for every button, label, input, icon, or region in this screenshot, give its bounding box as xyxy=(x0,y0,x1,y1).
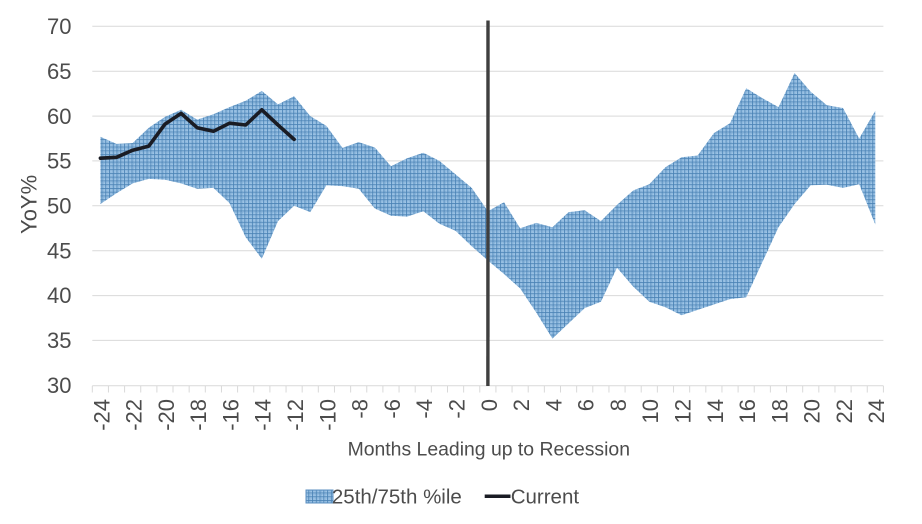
svg-text:6: 6 xyxy=(574,399,599,411)
svg-text:-20: -20 xyxy=(154,399,179,431)
svg-text:-8: -8 xyxy=(348,399,373,419)
svg-text:50: 50 xyxy=(47,194,71,219)
svg-text:YoY%: YoY% xyxy=(16,175,41,234)
svg-text:18: 18 xyxy=(767,399,792,423)
svg-text:10: 10 xyxy=(638,399,663,423)
svg-text:-6: -6 xyxy=(380,399,405,419)
svg-text:16: 16 xyxy=(735,399,760,423)
svg-text:12: 12 xyxy=(671,399,696,423)
svg-text:4: 4 xyxy=(541,399,566,411)
svg-text:8: 8 xyxy=(606,399,631,411)
svg-text:Months Leading up to Recession: Months Leading up to Recession xyxy=(348,439,630,461)
svg-text:40: 40 xyxy=(47,283,71,308)
svg-text:-14: -14 xyxy=(251,399,276,431)
svg-text:-16: -16 xyxy=(218,399,243,431)
svg-text:45: 45 xyxy=(47,238,71,263)
svg-text:14: 14 xyxy=(703,399,728,423)
svg-text:30: 30 xyxy=(47,373,71,398)
svg-text:-2: -2 xyxy=(445,399,470,419)
svg-text:70: 70 xyxy=(47,14,71,39)
svg-text:60: 60 xyxy=(47,104,71,129)
svg-text:24: 24 xyxy=(864,399,889,423)
svg-text:20: 20 xyxy=(800,399,825,423)
svg-text:-24: -24 xyxy=(89,399,114,431)
svg-text:65: 65 xyxy=(47,59,71,84)
svg-text:25th/75th %ile: 25th/75th %ile xyxy=(332,485,462,508)
svg-text:-4: -4 xyxy=(412,399,437,419)
svg-text:-22: -22 xyxy=(122,399,147,431)
svg-text:2: 2 xyxy=(509,399,534,411)
svg-text:-10: -10 xyxy=(315,399,340,431)
svg-text:-18: -18 xyxy=(186,399,211,431)
svg-text:Current: Current xyxy=(511,485,580,508)
svg-text:-12: -12 xyxy=(283,399,308,431)
svg-text:55: 55 xyxy=(47,149,71,174)
svg-text:22: 22 xyxy=(832,399,857,423)
svg-text:0: 0 xyxy=(477,399,502,411)
svg-text:35: 35 xyxy=(47,328,71,353)
